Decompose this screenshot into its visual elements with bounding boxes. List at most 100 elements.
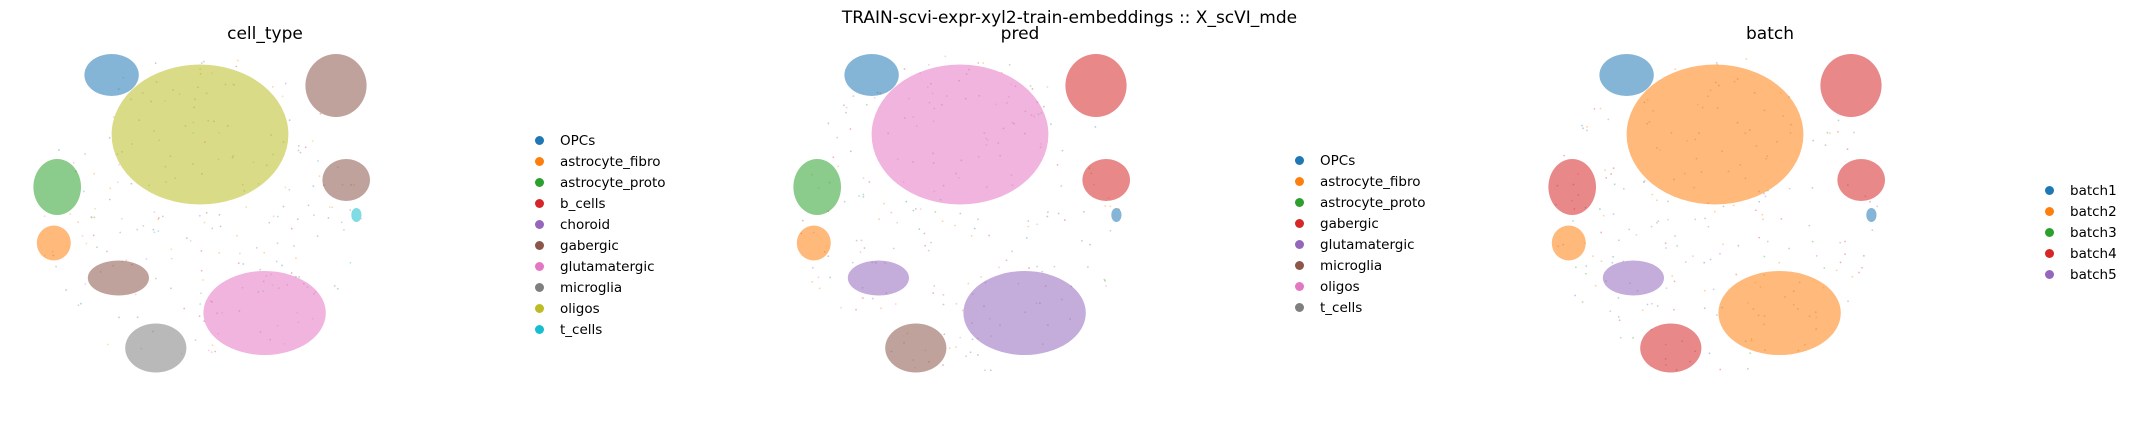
scatter-point (1599, 208, 1601, 210)
scatter-point (1602, 214, 1605, 217)
legend-item: batch3 (2045, 222, 2117, 243)
scatter-point (865, 103, 868, 106)
legend-label: b_cells (560, 195, 606, 212)
scatter-point (1707, 225, 1710, 228)
scatter-point (1847, 300, 1849, 303)
legend-item: astrocyte_proto (535, 172, 666, 193)
cluster-OPCs (844, 54, 899, 96)
scatter-point (214, 350, 217, 353)
scatter-point (92, 234, 95, 237)
scatter-point (811, 266, 814, 269)
cluster-batch1 (1866, 208, 1877, 222)
scatter-point (1641, 309, 1644, 312)
scatter-point (170, 257, 173, 260)
scatter-point (55, 265, 57, 268)
scatter-point (1715, 61, 1718, 64)
scatter-point (977, 218, 979, 221)
scatter-point (1815, 255, 1818, 257)
scatter-point (1050, 123, 1052, 126)
scatter-point (1764, 195, 1767, 198)
scatter-point (1746, 367, 1749, 370)
scatter-point (1585, 265, 1588, 268)
figure-suptitle: TRAIN-scvi-expr-xyl2-train-embeddings ::… (841, 8, 1298, 28)
scatter-point (1617, 239, 1620, 242)
scatter-point (120, 217, 123, 220)
scatter-point (360, 217, 363, 220)
scatter-point (93, 216, 96, 219)
scatter-point (1643, 180, 1646, 182)
scatter-point (1080, 239, 1083, 242)
scatter-point (852, 95, 855, 97)
scatter-point (932, 292, 935, 295)
scatter-point (157, 218, 160, 221)
cluster-microglia (125, 323, 187, 373)
cluster-astrocyte-fibro (36, 225, 71, 261)
legend-marker-icon (1295, 303, 1304, 312)
scatter-point (69, 213, 72, 215)
legend-item: t_cells (535, 319, 666, 340)
scatter-point (1745, 58, 1748, 60)
scatter-point (1844, 253, 1846, 256)
scatter-point (259, 268, 262, 271)
scatter-point (198, 214, 201, 217)
scatter-point (154, 277, 157, 280)
scatter-point (349, 209, 352, 212)
scatter-point (871, 297, 874, 300)
scatter-point (1057, 212, 1060, 215)
scatter-point (930, 241, 932, 244)
scatter-point (1089, 243, 1091, 246)
scatter-point (1839, 241, 1842, 244)
scatter-point (219, 225, 222, 228)
scatter-point (316, 235, 319, 238)
scatter-plot-cell-type (33, 54, 370, 373)
scatter-point (837, 165, 839, 168)
scatter-point (1691, 255, 1694, 257)
scatter-point (290, 227, 293, 230)
scatter-point (1858, 271, 1860, 274)
scatter-point (1846, 148, 1849, 151)
scatter-point (1061, 149, 1064, 152)
legend-item: batch2 (2045, 201, 2117, 222)
scatter-point (271, 85, 274, 88)
legend-marker-icon (2045, 249, 2054, 258)
scatter-point (284, 186, 287, 189)
scatter-point (984, 369, 986, 372)
scatter-point (859, 251, 862, 254)
legend-marker-icon (535, 325, 544, 334)
panel-title-pred: pred (1000, 24, 1040, 44)
cluster-microglia (885, 323, 947, 373)
scatter-point (1811, 186, 1814, 189)
scatter-point (331, 206, 334, 209)
scatter-point (1594, 284, 1597, 287)
scatter-point (1029, 85, 1032, 87)
cluster-astrocyte-fibro (796, 225, 831, 261)
scatter-point (914, 207, 917, 210)
cluster-batch4 (1837, 159, 1885, 201)
cluster-glutamatergic (963, 271, 1086, 355)
scatter-point (862, 196, 865, 198)
scatter-point (829, 276, 832, 279)
scatter-point (349, 261, 352, 264)
scatter-point (58, 149, 60, 151)
scatter-point (862, 177, 865, 180)
scatter-point (1862, 254, 1865, 257)
legend-label: batch4 (2070, 245, 2117, 262)
scatter-point (890, 211, 893, 214)
scatter-point (918, 228, 921, 231)
scatter-point (955, 346, 958, 348)
scatter-point (1673, 308, 1675, 311)
scatter-point (1876, 205, 1879, 208)
legend-item: oligos (1295, 276, 1426, 297)
scatter-point (970, 234, 973, 237)
scatter-point (896, 221, 899, 224)
legend-item: astrocyte_fibro (535, 151, 666, 172)
scatter-point (840, 306, 843, 309)
scatter-point (80, 302, 82, 305)
scatter-point (1758, 236, 1761, 239)
scatter-point (116, 181, 119, 184)
legend-label: choroid (560, 216, 611, 233)
panel-title-cell-type: cell_type (227, 24, 303, 44)
panel-title-batch: batch (1746, 24, 1794, 44)
legend-label: glutamatergic (560, 258, 655, 275)
cluster-batch1 (1599, 54, 1654, 96)
